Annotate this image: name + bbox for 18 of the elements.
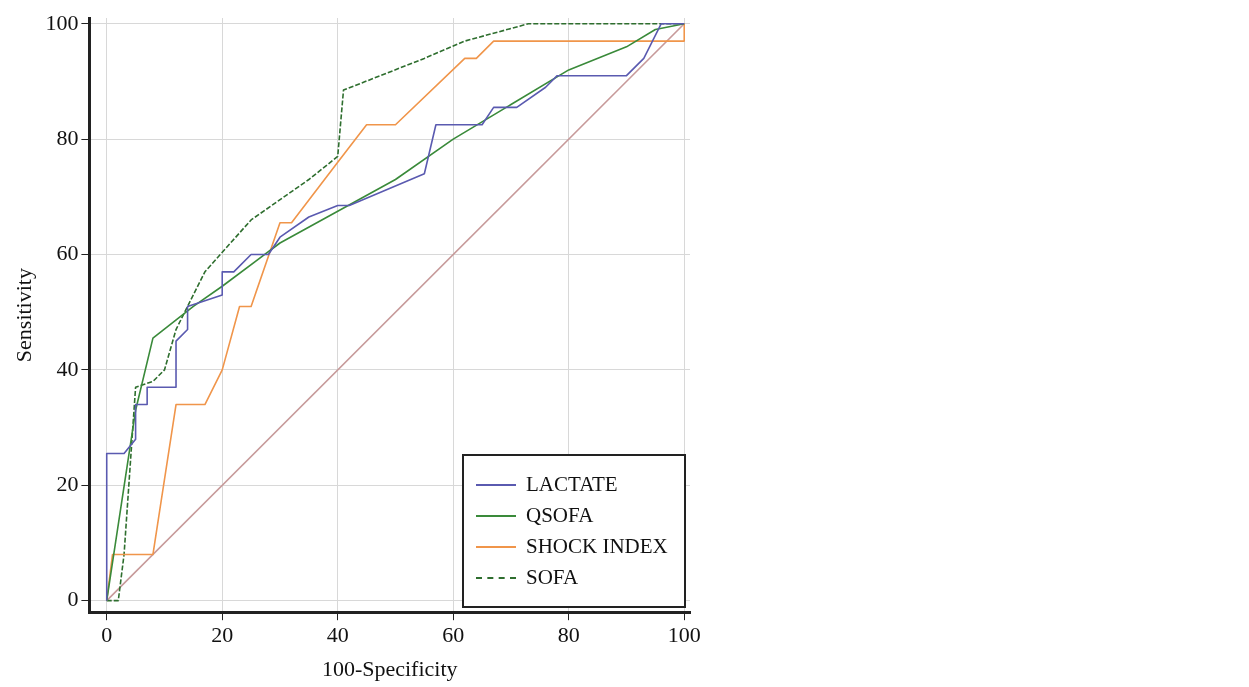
x-tick-label: 80	[557, 622, 580, 648]
x-tick-label: 0	[101, 622, 113, 648]
x-axis-title: 100-Specificity	[321, 655, 458, 681]
y-tick-label: 40	[56, 355, 79, 381]
y-tick-label: 80	[56, 124, 79, 150]
x-tick-label: 20	[211, 622, 234, 648]
y-tick-label: 20	[56, 471, 79, 497]
legend-label: SHOCK INDEX	[526, 534, 668, 560]
y-tick-label: 0	[67, 586, 79, 612]
legend-label: LACTATE	[526, 472, 618, 498]
x-tick-label: 60	[442, 622, 465, 648]
y-axis-title: Sensitivity	[10, 268, 36, 363]
y-tick-label: 60	[56, 240, 79, 266]
x-tick-label: 100	[667, 622, 701, 648]
legend-label: SOFA	[526, 565, 579, 591]
legend-label: QSOFA	[526, 503, 594, 529]
y-tick-label: 100	[45, 9, 79, 35]
x-tick-label: 40	[326, 622, 349, 648]
